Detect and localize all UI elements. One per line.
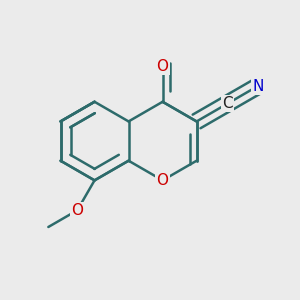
Text: O: O [71,203,83,218]
Text: O: O [157,173,169,188]
Text: N: N [252,79,263,94]
Text: C: C [222,96,232,111]
Text: O: O [157,59,169,74]
